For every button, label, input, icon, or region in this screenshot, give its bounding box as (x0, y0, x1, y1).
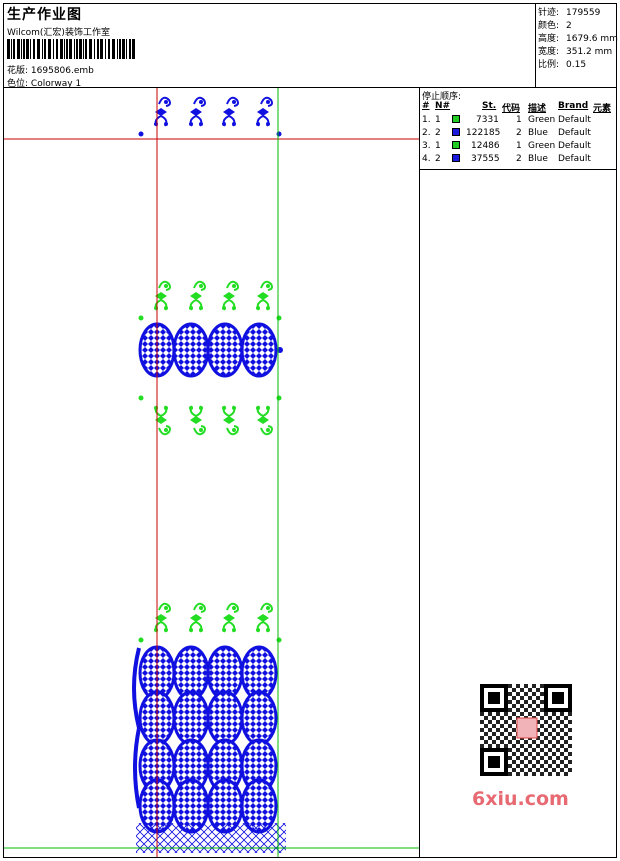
design-label: 花版: (7, 66, 29, 76)
colorway: 色位: Colorway 1 (7, 76, 81, 89)
stat-colors: 颜色: 2 (538, 21, 572, 31)
motif-row-middle-upper (139, 282, 282, 321)
color-swatch-blue (452, 154, 460, 162)
motif-row-top (139, 98, 282, 137)
stat-scale: 比例: 0.15 (538, 60, 587, 70)
colorway-value: Colorway 1 (30, 79, 82, 89)
table-row: 4. 2 37555 2 Blue Default (422, 154, 591, 164)
table-row: 3. 1 12486 1 Green Default (422, 141, 591, 151)
col-desc: 描述 (528, 104, 547, 114)
table-row: 2. 2 122185 2 Blue Default (422, 128, 591, 138)
stat-stitches: 针迹: 179559 (538, 8, 601, 18)
stop-sequence-title: 停止顺序: (422, 92, 462, 102)
header-info: 生产作业图 Wilcom(汇宏)装饰工作室 花版: 1695806.emb 色位… (4, 4, 536, 89)
embroidery-design (4, 88, 419, 857)
color-swatch-green (452, 141, 460, 149)
table-row: 1. 1 7331 1 Green Default (422, 115, 591, 125)
col-element: 元素 (593, 104, 612, 114)
col-n: N# (435, 101, 451, 111)
oval-band-middle (138, 322, 283, 378)
col-brand: Brand (558, 101, 589, 111)
col-hash: # (422, 101, 430, 111)
design-file: 花版: 1695806.emb (7, 63, 94, 76)
production-worksheet: 生产作业图 Wilcom(汇宏)装饰工作室 花版: 1695806.emb 色位… (3, 3, 618, 858)
motif-row-middle-lower (139, 396, 282, 435)
colorway-label: 色位: (7, 79, 29, 89)
stats-box: 针迹: 179559 颜色: 2 高度: 1679.6 mm 宽度: 351.2 mm … (536, 4, 618, 88)
color-swatch-green (452, 115, 460, 123)
col-stitches: St. (482, 101, 497, 111)
stat-height: 高度: 1679.6 mm (538, 34, 618, 44)
stop-sequence-panel: 停止顺序: # N# St. 代码 描述 Brand 元素 1. 1 7331 … (420, 88, 616, 170)
stat-width: 宽度: 351.2 mm (538, 47, 613, 57)
oval-band-lower (132, 645, 278, 834)
page-title: 生产作业图 (7, 7, 82, 23)
qr-code-icon (470, 680, 584, 780)
design-value: 1695806.emb (30, 66, 94, 76)
barcode-icon (7, 39, 135, 59)
embroidery-preview (4, 88, 420, 857)
watermark-logo: 6xiu.com (472, 788, 569, 810)
color-swatch-blue (452, 128, 460, 136)
company-name: Wilcom(汇宏)装饰工作室 (7, 28, 110, 38)
col-code: 代码 (502, 104, 521, 114)
motif-row-lower (139, 604, 282, 643)
